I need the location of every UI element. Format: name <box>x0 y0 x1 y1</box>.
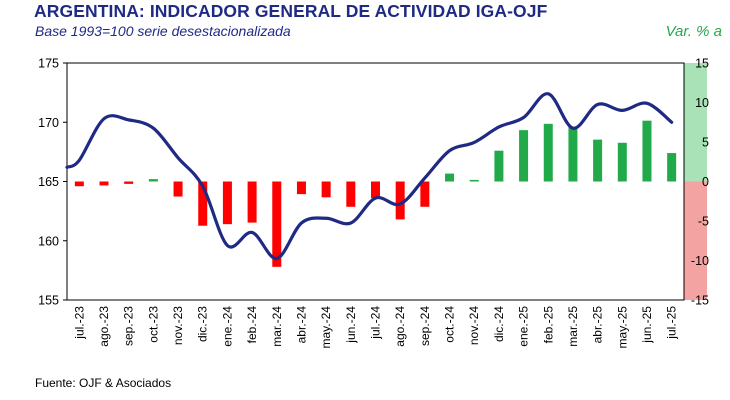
bar-4 <box>173 181 183 197</box>
x-tick-8: mar.-24 <box>270 306 284 347</box>
x-tick-11: jun.-24 <box>344 306 358 344</box>
right-axis-title: Var. % a <box>665 23 722 40</box>
bar-24 <box>667 153 677 182</box>
bar-14 <box>420 181 430 207</box>
bar-16 <box>469 179 479 182</box>
x-tick-24: jul.-25 <box>665 306 679 340</box>
chart-title: ARGENTINA: INDICADOR GENERAL DE ACTIVIDA… <box>34 1 548 21</box>
bar-0 <box>74 181 84 187</box>
x-tick-9: abr.-24 <box>294 306 308 344</box>
x-tick-19: feb.-25 <box>541 306 555 344</box>
x-tick-22: may.-25 <box>615 306 629 349</box>
x-tick-14: sep.-24 <box>418 306 432 346</box>
x-tick-21: abr.-25 <box>591 306 605 344</box>
left-tick-1: 160 <box>38 234 59 248</box>
right-tick-1: 10 <box>695 96 709 110</box>
bar-10 <box>321 181 331 198</box>
left-tick-2: 165 <box>38 175 59 189</box>
bar-9 <box>296 181 306 195</box>
left-tick-0: 155 <box>38 294 59 308</box>
x-tick-13: ago.-24 <box>393 306 407 347</box>
source-note: Fuente: OJF & Asociados <box>35 376 172 390</box>
bar-21 <box>593 139 603 182</box>
bar-8 <box>272 181 282 267</box>
positive-band <box>684 63 707 182</box>
x-tick-7: feb.-24 <box>245 306 259 344</box>
x-tick-6: ene.-24 <box>220 306 234 347</box>
bar-15 <box>445 173 455 182</box>
bar-3 <box>148 179 158 182</box>
x-tick-17: dic.-24 <box>492 306 506 342</box>
bar-20 <box>568 126 578 182</box>
bar-2 <box>124 181 134 184</box>
x-tick-5: dic.-23 <box>196 306 210 342</box>
right-tick-6: -15 <box>691 294 709 308</box>
x-tick-10: may.-24 <box>319 306 333 349</box>
x-tick-20: mar.-25 <box>566 306 580 347</box>
right-tick-3: 0 <box>702 175 709 189</box>
x-tick-23: jun.-25 <box>640 306 654 344</box>
x-tick-4: nov.-23 <box>171 306 185 345</box>
right-tick-2: 5 <box>702 136 709 150</box>
right-tick-5: -10 <box>691 254 709 268</box>
bar-17 <box>494 150 504 182</box>
right-tick-4: -5 <box>698 215 709 229</box>
bar-22 <box>617 142 627 182</box>
bar-1 <box>99 181 109 186</box>
bar-19 <box>543 123 553 182</box>
chart-subtitle: Base 1993=100 serie desestacionalizada <box>35 23 291 39</box>
right-tick-0: 15 <box>695 57 709 71</box>
bar-6 <box>222 181 232 225</box>
negative-band <box>684 181 707 300</box>
x-tick-0: jul.-23 <box>72 306 86 340</box>
bar-13 <box>395 181 405 220</box>
activity-index-line <box>65 92 674 261</box>
left-tick-3: 170 <box>38 116 59 130</box>
x-tick-2: sep.-23 <box>122 306 136 346</box>
bar-23 <box>642 120 652 182</box>
bar-7 <box>247 181 257 223</box>
bar-5 <box>198 181 208 226</box>
x-tick-1: ago.-23 <box>97 306 111 347</box>
x-tick-3: oct.-23 <box>146 306 160 343</box>
bar-11 <box>346 181 356 207</box>
left-tick-4: 175 <box>38 57 59 71</box>
x-tick-16: nov.-24 <box>467 306 481 345</box>
bar-12 <box>371 181 380 199</box>
bar-18 <box>519 130 529 182</box>
x-tick-15: oct.-24 <box>443 306 457 343</box>
x-tick-12: jul.-24 <box>369 306 383 340</box>
x-tick-18: ene.-25 <box>517 306 531 347</box>
